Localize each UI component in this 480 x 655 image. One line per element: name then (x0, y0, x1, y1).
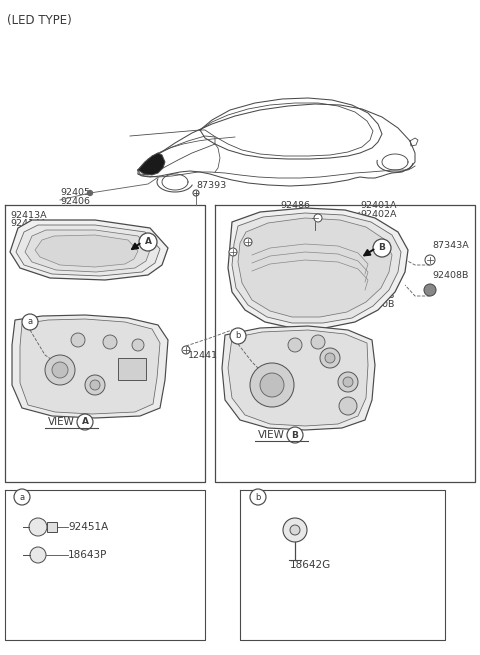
Circle shape (87, 191, 93, 195)
Text: B: B (379, 244, 385, 252)
Text: 87393: 87393 (196, 181, 226, 190)
Polygon shape (222, 326, 375, 430)
Circle shape (193, 190, 199, 196)
Polygon shape (10, 220, 168, 280)
Circle shape (244, 238, 252, 246)
Polygon shape (16, 225, 160, 276)
Text: A: A (144, 238, 152, 246)
Polygon shape (20, 319, 160, 414)
Circle shape (139, 233, 157, 251)
Circle shape (325, 353, 335, 363)
Circle shape (30, 547, 46, 563)
Circle shape (343, 377, 353, 387)
Circle shape (71, 333, 85, 347)
Polygon shape (25, 230, 150, 272)
Circle shape (85, 375, 105, 395)
Text: 86910: 86910 (233, 228, 263, 237)
Text: 92402A: 92402A (360, 210, 396, 219)
Circle shape (29, 518, 47, 536)
Circle shape (311, 335, 325, 349)
Circle shape (288, 338, 302, 352)
Text: 92451A: 92451A (68, 522, 108, 532)
Circle shape (287, 427, 303, 443)
Circle shape (373, 239, 391, 257)
Circle shape (339, 397, 357, 415)
Circle shape (250, 363, 294, 407)
Circle shape (314, 214, 322, 222)
Polygon shape (238, 218, 392, 317)
Circle shape (90, 380, 100, 390)
Text: 92410B: 92410B (358, 291, 395, 300)
Text: 92455B: 92455B (248, 219, 284, 228)
Circle shape (290, 525, 300, 535)
Circle shape (230, 328, 246, 344)
Text: 92408B: 92408B (432, 271, 468, 280)
Text: b: b (235, 331, 240, 341)
Text: 18643P: 18643P (68, 550, 108, 560)
Text: b: b (255, 493, 261, 502)
Text: B: B (291, 430, 299, 440)
Circle shape (338, 372, 358, 392)
Circle shape (424, 284, 436, 296)
Circle shape (283, 518, 307, 542)
Text: 92486: 92486 (280, 201, 310, 210)
Circle shape (320, 348, 340, 368)
Polygon shape (138, 153, 165, 175)
Text: A: A (82, 417, 88, 426)
Polygon shape (232, 213, 401, 323)
Text: 12441: 12441 (188, 351, 218, 360)
Circle shape (250, 489, 266, 505)
Polygon shape (228, 330, 368, 426)
Circle shape (229, 248, 237, 256)
Text: 92414A: 92414A (10, 219, 47, 228)
Circle shape (103, 335, 117, 349)
Text: 92405: 92405 (60, 188, 90, 197)
Circle shape (182, 346, 190, 354)
Circle shape (52, 362, 68, 378)
Text: 92406: 92406 (60, 197, 90, 206)
Circle shape (132, 339, 144, 351)
Circle shape (45, 355, 75, 385)
Text: VIEW: VIEW (48, 417, 75, 427)
Text: a: a (19, 493, 24, 502)
Circle shape (22, 314, 38, 330)
Bar (47, 522, 57, 532)
Text: 92401A: 92401A (360, 201, 396, 210)
Polygon shape (12, 315, 168, 418)
Circle shape (260, 373, 284, 397)
Text: a: a (27, 318, 33, 326)
Circle shape (425, 255, 435, 265)
Circle shape (14, 489, 30, 505)
Circle shape (77, 414, 93, 430)
Polygon shape (228, 208, 408, 328)
Text: 92413A: 92413A (10, 211, 47, 220)
Text: (LED TYPE): (LED TYPE) (7, 14, 72, 27)
Polygon shape (35, 235, 138, 267)
Text: 18642G: 18642G (289, 560, 331, 570)
Text: 87343A: 87343A (432, 241, 469, 250)
Text: 92420B: 92420B (358, 300, 395, 309)
Text: VIEW: VIEW (258, 430, 285, 440)
Bar (118, 358, 146, 380)
